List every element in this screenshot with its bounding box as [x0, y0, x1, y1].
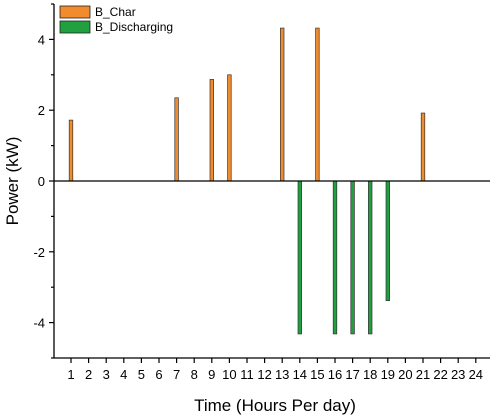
- x-tick-label: 4: [120, 367, 127, 382]
- chart-legend: B_Char B_Discharging: [59, 5, 173, 34]
- bar-b-discharging-hour-14: [297, 180, 302, 335]
- x-tick-label: 7: [173, 367, 180, 382]
- x-tick-label: 21: [416, 367, 430, 382]
- bar-b-discharging-hour-17: [350, 180, 355, 335]
- x-tick-label: 22: [433, 367, 447, 382]
- bar-b-char-hour-7: [174, 97, 179, 182]
- x-tick-label: 10: [222, 367, 236, 382]
- x-tick-label: 9: [208, 367, 215, 382]
- x-axis-ticks: 1 2 3 4 5 6 7 8 9 10 11 12 13 14 15 16 17 18 19 20 21 22 23 24: [67, 358, 483, 382]
- x-tick-label: 2: [85, 367, 92, 382]
- y-tick-label: -2: [33, 245, 45, 260]
- x-tick-label: 8: [191, 367, 198, 382]
- x-tick-label: 24: [469, 367, 483, 382]
- bar-b-char-hour-13: [280, 27, 285, 182]
- x-tick-label: 15: [310, 367, 324, 382]
- bar-b-char-hour-21: [420, 112, 426, 182]
- y-tick-label: 0: [38, 174, 45, 189]
- x-tick-label: 19: [381, 367, 395, 382]
- bar-b-discharging-hour-18: [368, 180, 373, 335]
- legend-swatch-b-discharging: [59, 20, 91, 34]
- x-tick-label: 23: [451, 367, 465, 382]
- legend-label-b-discharging: B_Discharging: [95, 20, 173, 34]
- y-tick-label: -4: [33, 316, 45, 331]
- x-tick-label: 3: [103, 367, 110, 382]
- x-tick-label: 17: [345, 367, 359, 382]
- bar-b-char-hour-1: [68, 119, 74, 182]
- x-tick-label: 14: [293, 367, 307, 382]
- bars-layer: [68, 27, 426, 335]
- x-tick-label: 20: [398, 367, 412, 382]
- y-axis-ticks: -4 -2 0 2 4: [33, 3, 54, 359]
- bar-b-char-hour-15: [315, 27, 320, 182]
- legend-swatch-b-char: [59, 5, 91, 19]
- bar-b-discharging-hour-16: [332, 180, 338, 335]
- x-tick-label: 13: [275, 367, 289, 382]
- x-tick-label: 1: [67, 367, 74, 382]
- x-axis-title: Time (Hours Per day): [194, 396, 356, 415]
- y-tick-label: 2: [38, 103, 45, 118]
- bar-b-discharging-hour-19: [385, 180, 390, 302]
- x-tick-label: 5: [138, 367, 145, 382]
- x-tick-label: 18: [363, 367, 377, 382]
- y-axis-title: Power (kW): [3, 137, 22, 226]
- x-tick-label: 6: [155, 367, 162, 382]
- x-tick-label: 11: [240, 367, 254, 382]
- x-tick-label: 12: [257, 367, 271, 382]
- x-tick-label: 16: [328, 367, 342, 382]
- bar-b-char-hour-9: [209, 79, 214, 182]
- y-tick-label: 4: [38, 32, 45, 47]
- legend-label-b-char: B_Char: [95, 5, 136, 19]
- bar-b-char-hour-10: [227, 74, 232, 182]
